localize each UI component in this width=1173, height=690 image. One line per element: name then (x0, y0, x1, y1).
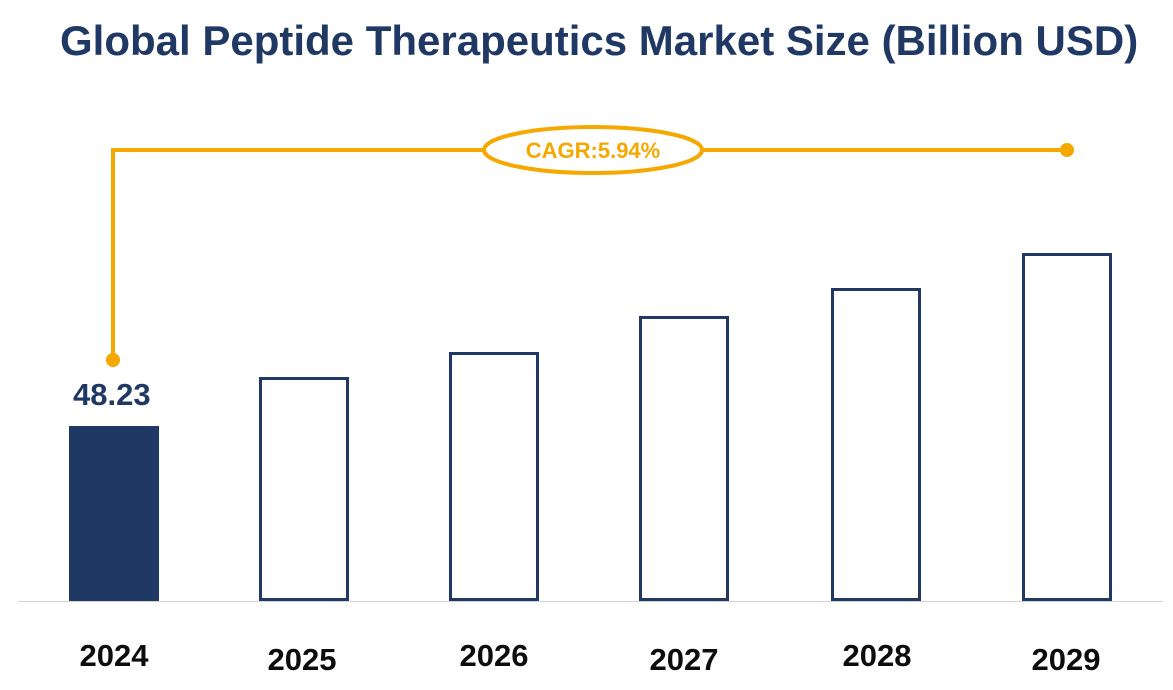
svg-text:CAGR:5.94%: CAGR:5.94% (526, 138, 660, 163)
